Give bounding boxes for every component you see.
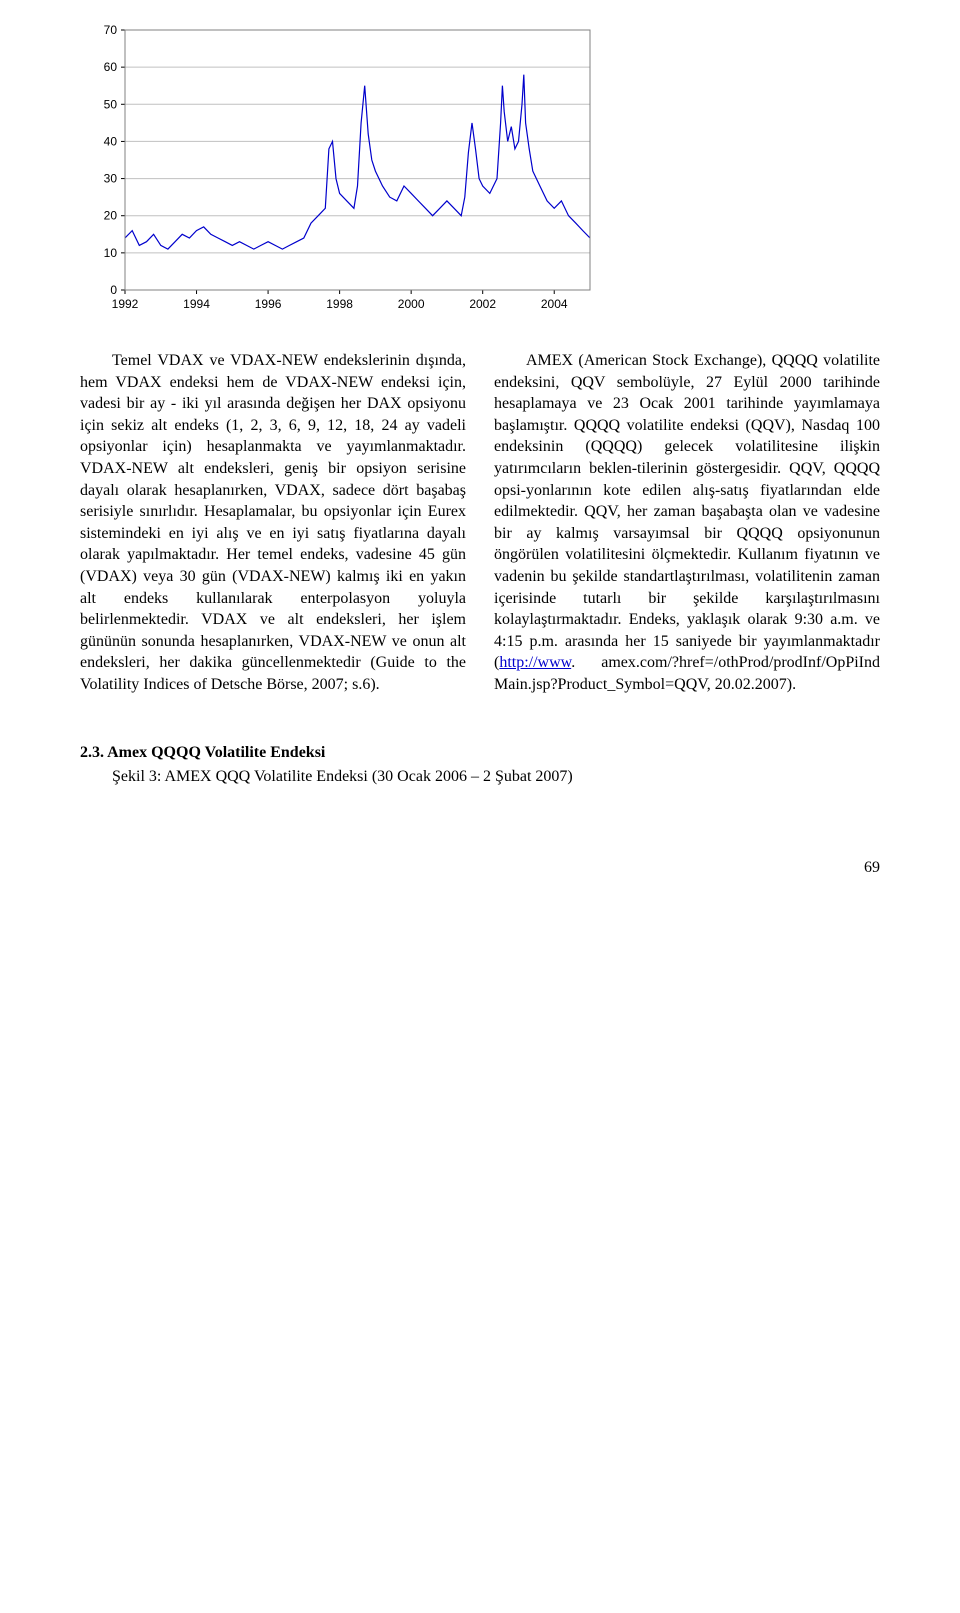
svg-text:1992: 1992	[112, 297, 139, 311]
svg-text:2000: 2000	[398, 297, 425, 311]
svg-text:1994: 1994	[183, 297, 210, 311]
svg-text:40: 40	[104, 134, 118, 148]
vdax-chart: 0 10 20 30 40 50 60 70 1992 1994 1996 1998 2000 2002 2…	[80, 20, 880, 320]
amex-link[interactable]: http://www	[499, 654, 571, 671]
subsection-title: Amex QQQQ Volatilite Endeksi	[107, 744, 325, 761]
para1-text: Temel VDAX ve VDAX-NEW endekslerinin dış…	[80, 352, 466, 693]
vdax-line-chart-svg: 0 10 20 30 40 50 60 70 1992 1994 1996 1998 2000 2002 2…	[80, 20, 600, 320]
para2-text-a: AMEX (American Stock Exchange), QQQQ vol…	[494, 352, 880, 671]
svg-text:10: 10	[104, 246, 118, 260]
paragraph-1: Temel VDAX ve VDAX-NEW endekslerinin dış…	[80, 350, 466, 696]
body-text-columns: Temel VDAX ve VDAX-NEW endekslerinin dış…	[80, 350, 880, 696]
svg-text:50: 50	[104, 97, 118, 111]
svg-text:60: 60	[104, 60, 118, 74]
svg-text:0: 0	[110, 283, 117, 297]
svg-text:2004: 2004	[541, 297, 568, 311]
subsection-number: 2.3.	[80, 744, 104, 761]
svg-text:30: 30	[104, 172, 118, 186]
svg-text:2002: 2002	[469, 297, 496, 311]
svg-text:1996: 1996	[255, 297, 282, 311]
svg-text:20: 20	[104, 209, 118, 223]
svg-text:70: 70	[104, 23, 118, 37]
page-number: 69	[80, 859, 880, 877]
figure-caption: Şekil 3: AMEX QQQ Volatilite Endeksi (30…	[112, 768, 573, 785]
paragraph-2: AMEX (American Stock Exchange), QQQQ vol…	[494, 350, 880, 696]
svg-text:1998: 1998	[326, 297, 353, 311]
subsection-heading: 2.3. Amex QQQQ Volatilite Endeksi Şekil …	[80, 741, 880, 789]
